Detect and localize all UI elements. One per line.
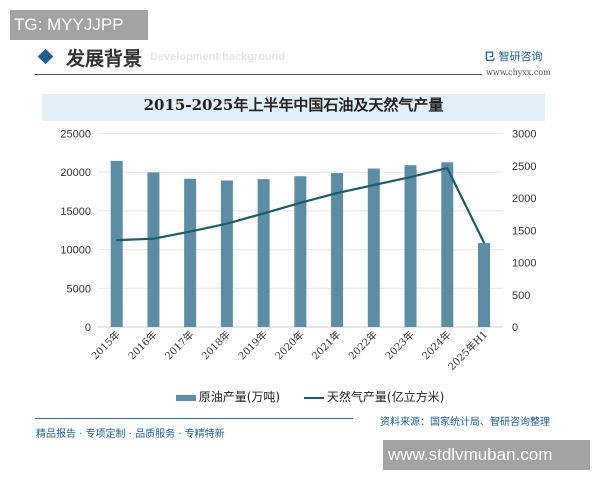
y-right-tick-label: 2000 <box>512 193 536 205</box>
bar-oil <box>220 180 233 327</box>
logo-icon: 㔾 <box>484 50 495 63</box>
bar-oil <box>294 176 307 327</box>
footer-divider <box>35 418 353 419</box>
x-tick-label: 2021年 <box>309 328 343 362</box>
y-right-tick-label: 500 <box>512 290 530 302</box>
y-left-tick-label: 25000 <box>60 129 91 141</box>
x-tick-label: 2019年 <box>235 328 269 362</box>
y-left-tick-label: 15000 <box>60 206 91 218</box>
header-subtitle-en: Development background <box>150 51 286 63</box>
y-left-tick-label: 20000 <box>60 167 91 179</box>
x-tick-label: 2024年 <box>419 328 453 362</box>
legend-line-swatch <box>303 396 324 399</box>
y-left-tick-label: 5000 <box>67 283 91 295</box>
legend-oil: 原油产量(万吨) <box>198 390 281 404</box>
point-gas <box>409 176 412 178</box>
bar-oil <box>441 162 454 327</box>
point-gas <box>262 212 265 215</box>
y-right-tick-label: 2500 <box>512 161 536 173</box>
y-left-tick-label: 0 <box>85 322 91 334</box>
point-gas <box>483 241 485 244</box>
header-divider <box>35 74 482 75</box>
bar-oil <box>404 165 417 327</box>
x-tick-label: 2018年 <box>199 328 233 362</box>
point-gas <box>373 184 375 186</box>
y-right-tick-label: 1500 <box>512 225 536 237</box>
bar-oil <box>184 178 197 327</box>
title-band <box>42 94 545 121</box>
point-gas <box>189 230 191 233</box>
legend-bar-swatch <box>175 394 196 401</box>
watermark-top-left: TG: MYYJJPP <box>10 10 148 40</box>
bar-oil <box>331 173 344 327</box>
chart-title: 2015-2025年上半年中国石油及天然气产量 <box>143 96 444 114</box>
data-source: 资料来源：国家统计局、智研咨询整理 <box>380 417 550 428</box>
point-gas <box>446 167 449 169</box>
point-gas <box>336 192 338 194</box>
legend: 原油产量(万吨) 天然气产量(亿立方米) <box>0 388 600 405</box>
section-title: 发展背景 <box>66 48 143 70</box>
point-gas <box>152 237 155 240</box>
bar-oil <box>478 243 490 327</box>
x-tick-label: 2020年 <box>272 328 306 362</box>
x-tick-label: 2017年 <box>162 328 196 362</box>
y-right-tick-label: 3000 <box>512 129 536 141</box>
logo-text: 智研咨询 <box>498 50 543 63</box>
bar-oil <box>110 160 123 327</box>
point-gas <box>299 202 302 204</box>
x-tick-label: 2023年 <box>382 328 416 362</box>
watermark-bottom-right: www.stdlvmuban.com <box>383 440 590 470</box>
bar-oil <box>147 172 160 327</box>
logo-url: www.chyxx.com <box>486 68 551 77</box>
bar-oil <box>257 179 270 327</box>
point-gas <box>226 222 228 225</box>
x-tick-label: 2025年H1 <box>445 328 490 373</box>
y-right-tick-label: 1000 <box>512 258 536 270</box>
x-tick-label: 2016年 <box>125 328 159 362</box>
x-tick-label: 2022年 <box>346 328 380 362</box>
footer-slogan: 精品报告 · 专项定制 · 品质服务 · 专精特新 <box>36 429 225 440</box>
point-gas <box>115 239 118 241</box>
brand-logo: 㔾 智研咨询 <box>484 48 543 64</box>
y-right-tick-label: 0 <box>512 322 518 334</box>
bar-oil <box>367 168 380 327</box>
x-tick-label: 2015年 <box>89 328 123 362</box>
y-left-tick-label: 10000 <box>60 245 91 257</box>
legend-gas: 天然气产量(亿立方米) <box>326 390 445 404</box>
